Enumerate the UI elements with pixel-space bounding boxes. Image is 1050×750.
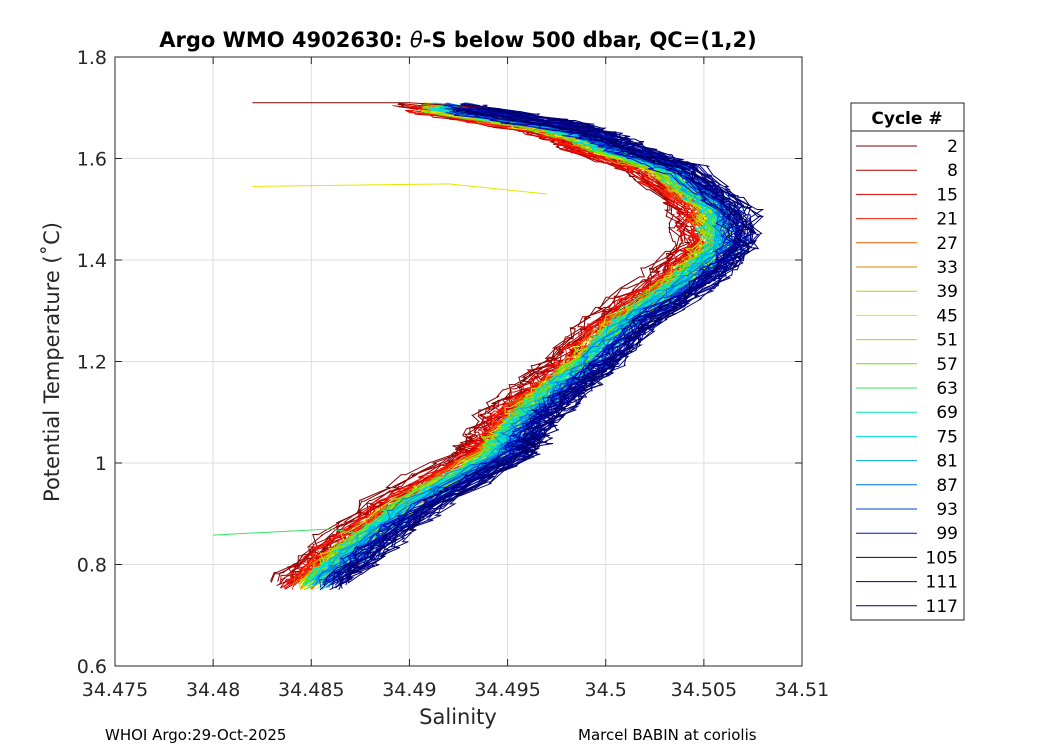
cycle-series-line xyxy=(335,110,757,589)
x-tick-label: 34.49 xyxy=(382,679,436,701)
legend-label: 69 xyxy=(936,403,958,423)
legend-label: 27 xyxy=(936,234,958,254)
legend-label: 63 xyxy=(936,379,958,399)
y-tick-label: 1.2 xyxy=(77,352,107,374)
chart-title: Argo WMO 4902630: θ-S below 500 dbar, QC… xyxy=(159,28,756,52)
legend: Cycle # 2 8 15 21 27 33 39 45 51 57 63 69 75 81 87 93 99… xyxy=(850,102,965,621)
chart-title-theta: θ xyxy=(410,28,423,52)
cycle-series-line xyxy=(328,105,743,583)
footer-left: WHOI Argo:29-Oct-2025 xyxy=(105,726,286,744)
x-tick-label: 34.485 xyxy=(278,679,344,701)
outlier-series-line xyxy=(252,102,488,109)
x-axis-label: Salinity xyxy=(419,705,497,729)
outlier-series-line xyxy=(252,183,547,195)
x-tick-label: 34.5 xyxy=(585,679,627,701)
y-tick-label: 1.4 xyxy=(77,250,107,272)
legend-label: 45 xyxy=(936,306,958,326)
cycle-series-line xyxy=(329,104,747,582)
legend-label: 39 xyxy=(936,282,958,302)
legend-label: 75 xyxy=(936,427,958,447)
legend-label: 15 xyxy=(936,185,958,205)
legend-label: 33 xyxy=(936,258,958,278)
legend-label: 8 xyxy=(947,161,958,181)
y-tick-label: 0.6 xyxy=(77,656,107,678)
y-tick-label: 1.8 xyxy=(77,47,107,69)
legend-label: 93 xyxy=(936,500,958,520)
chart-title-suffix: -S below 500 dbar, QC=(1,2) xyxy=(423,28,757,52)
x-tick-label: 34.51 xyxy=(775,679,829,701)
chart-title-prefix: Argo WMO 4902630: xyxy=(159,28,410,52)
outlier-series-line xyxy=(213,528,361,536)
x-tick-label: 34.505 xyxy=(671,679,737,701)
legend-label: 99 xyxy=(936,524,958,544)
y-tick-label: 1.6 xyxy=(77,149,107,171)
y-tick-label: 1 xyxy=(95,453,107,475)
legend-label: 87 xyxy=(936,476,958,496)
tick-layer: 34.475 34.48 34.485 34.49 34.495 34.5 34.505 34… xyxy=(77,47,829,701)
legend-label: 111 xyxy=(926,573,958,593)
legend-label: 117 xyxy=(926,597,958,617)
legend-label: 105 xyxy=(926,548,958,568)
legend-label: 51 xyxy=(936,331,958,351)
series-layer xyxy=(213,102,765,591)
y-axis-label: Potential Temperature (˚C) xyxy=(40,222,64,502)
y-tick-label: 0.8 xyxy=(77,555,107,577)
legend-box xyxy=(850,102,965,621)
cycle-series-line xyxy=(347,105,765,584)
cycle-series-line xyxy=(339,111,760,589)
x-tick-label: 34.495 xyxy=(474,679,540,701)
legend-label: 21 xyxy=(936,210,958,230)
legend-label: 2 xyxy=(947,137,958,157)
legend-label: 57 xyxy=(936,355,958,375)
footer-right: Marcel BABIN at coriolis xyxy=(578,726,757,744)
cycle-series-line xyxy=(335,109,753,588)
legend-title: Cycle # xyxy=(871,109,942,129)
x-tick-label: 34.475 xyxy=(82,679,148,701)
x-tick-label: 34.48 xyxy=(186,679,240,701)
legend-label: 81 xyxy=(936,452,958,472)
